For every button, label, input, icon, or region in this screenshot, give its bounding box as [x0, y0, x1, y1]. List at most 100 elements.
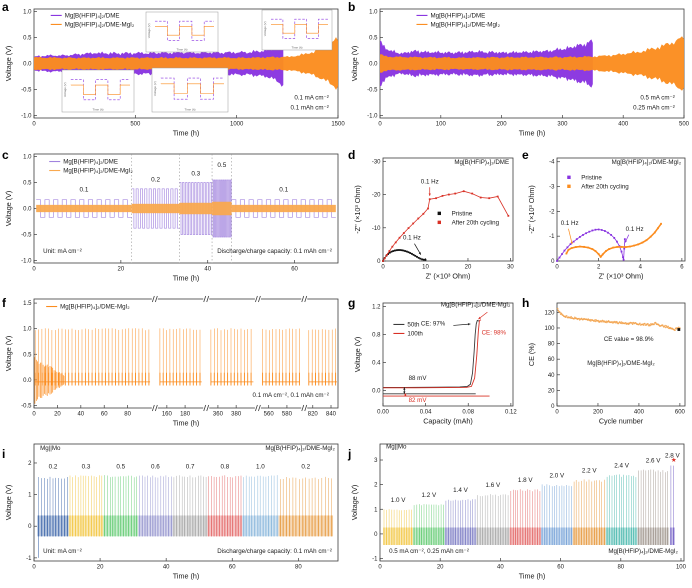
- y-tick-label: 0: [374, 532, 378, 538]
- x-tick-label: 500: [679, 122, 690, 128]
- x-tick-label: 0.00: [377, 410, 389, 416]
- x-tick-label: 20: [118, 267, 125, 273]
- y-tick-label: 2: [28, 461, 32, 467]
- segment-label: 1.6 V: [486, 482, 502, 489]
- segment-label: 0.2: [49, 464, 58, 471]
- annotation: Unit: mA cm⁻²: [43, 248, 82, 255]
- y-tick-label: -3: [549, 185, 555, 191]
- y-tick-label: 0.5: [369, 36, 378, 42]
- x-axis-title: Time (h): [173, 419, 200, 428]
- y-tick-label: -10: [372, 226, 381, 232]
- annotation: Discharge/charge capacity: 0.1 mAh cm⁻²: [217, 548, 332, 555]
- y-tick-label: 0.0: [372, 389, 381, 395]
- x-axis-title: Time (h): [519, 129, 546, 138]
- y-tick-label: -1.0: [21, 258, 32, 264]
- x-tick-label: 40: [77, 412, 84, 418]
- series: 0 20 40 60 80 160 180 360 380 560 580 820 840: [32, 295, 337, 418]
- legend-label: Mg[B(HFIP)₄]₂/DME: [65, 13, 120, 20]
- y-tick-label: 3: [374, 458, 378, 464]
- x-tick-label: 0: [32, 412, 36, 418]
- y-tick-label: 0.0: [23, 207, 32, 213]
- x-tick-label: 20: [97, 565, 104, 571]
- x-axis-title: Z' (×10³ Ohm): [599, 272, 644, 281]
- y-axis-title: Voltage (V): [350, 46, 359, 82]
- series: [34, 37, 338, 90]
- annotation: Discharge/charge capacity: 0.1 mAh cm⁻²: [217, 248, 332, 255]
- y-tick-label: 2: [374, 483, 378, 489]
- segment-label: 1.0 V: [391, 497, 407, 504]
- legend-label: 100th: [407, 331, 423, 338]
- y-axis-title: -Z'' (×10³ Ohm): [527, 185, 536, 233]
- y-tick-label: 1: [374, 507, 378, 513]
- annotations: Mg||Mo 0.5 mA cm⁻², 0.25 mAh cm⁻² Mg[B(HFI…: [386, 444, 678, 555]
- annotation: Mg[B(HFIP)₄]₂/DME-MgI₂: [587, 361, 655, 367]
- x-axis-title: Cycle number: [599, 417, 644, 426]
- y-tick-label: -0.5: [21, 87, 32, 93]
- y-tick-label: -2: [549, 209, 555, 215]
- annotations: Mg||Mo Mg[B(HFIP)₄]₂/DME-MgI₂ Unit: mA cm⁻…: [40, 445, 335, 555]
- axes: 0 20 40 60 -1.0 -0.5 0.0 0.5 1.0 Time (h) Voltage …: [4, 153, 339, 283]
- panel-letter-d: d: [348, 148, 356, 162]
- y-axis-title: Voltage (V): [4, 336, 13, 372]
- y-tick-label: -4: [549, 160, 555, 166]
- segment-label: 0.2: [301, 464, 310, 471]
- annotation: Mg[B(HFIP)₄]₂/DME-MgI₂: [608, 548, 678, 555]
- x-axis-title: Time (h): [173, 129, 200, 138]
- y-tick-label: -1.0: [367, 113, 378, 119]
- rate-label: 0.5: [217, 162, 226, 169]
- y-tick-label: -1: [26, 556, 32, 562]
- x-tick-label: 0: [32, 122, 36, 128]
- panel-f-chart: -0.5 0.0 0.5 1.0 1.5 Time (h) Voltage (V) 0 20 40…: [4, 295, 339, 428]
- inset-voltage-profile: Voltage (V) Time (h): [145, 11, 219, 53]
- x-tick-label: 80: [124, 412, 131, 418]
- y-tick-label: 0.5: [23, 181, 32, 187]
- x-axis-title: Time (h): [519, 572, 546, 581]
- series: 0.1 0.2 0.3 0.5 0.1: [36, 154, 336, 263]
- legend: 50th 100th: [393, 322, 423, 338]
- panel-letter-b: b: [348, 0, 356, 14]
- annotation: Mg[B(HFIP)₄]₂/DME-MgI₂: [441, 302, 511, 309]
- annotation: 0.25 mAh cm⁻²: [633, 104, 675, 111]
- x-tick-label: 1500: [331, 122, 345, 128]
- y-tick-label: 0: [551, 259, 555, 265]
- series: [383, 319, 490, 397]
- legend-label: Pristine: [581, 175, 602, 182]
- y-tick-label: 80: [548, 342, 555, 348]
- panel-e: e 0 2 4 6 0 -1 -2 -3 -4 Z' (×10³ Ohm) -Z'' (×10³ Oh…: [520, 145, 692, 290]
- segment-label: 2.4 V: [614, 462, 630, 469]
- segment-label: 0.3: [82, 464, 91, 471]
- x-tick-label: 2: [597, 265, 601, 271]
- y-tick-label: 0.0: [369, 62, 378, 68]
- legend-label: Mg[B(HFIP)₄]₂/DME-MgI₂: [63, 168, 133, 175]
- legend-label: Mg[B(HFIP)₄]₂/DME-MgI₂: [60, 304, 130, 311]
- panel-c-chart: 0 20 40 60 -1.0 -0.5 0.0 0.5 1.0 Time (h) Voltage …: [4, 153, 339, 283]
- y-tick-label: 0.8: [372, 333, 381, 339]
- segment-label: 0.5: [116, 464, 125, 471]
- y-tick-label: 0.0: [23, 378, 32, 384]
- chart-text: Voltage (V): [153, 81, 157, 96]
- star-marker: ★: [671, 456, 677, 464]
- y-tick-label: 0.5: [23, 36, 32, 42]
- panel-letter-i: i: [2, 447, 6, 461]
- panel-h-chart: 0 200 400 600 0 20 40 60 80 100 120 Cycle number CE …: [527, 302, 686, 426]
- x-tick-label: 80: [617, 565, 624, 571]
- x-tick-label: 0.12: [505, 410, 517, 416]
- chart-text: Time (h): [176, 48, 187, 52]
- legend-marker: [437, 220, 441, 225]
- y-axis-title: Voltage (V): [4, 46, 13, 82]
- x-tick-label: 0.04: [420, 410, 432, 416]
- axes: 0 200 400 600 0 20 40 60 80 100 120 Cycle number CE …: [527, 302, 686, 426]
- panel-letter-h: h: [522, 296, 530, 310]
- panel-letter-e: e: [522, 148, 529, 162]
- legend-label: Mg[B(HFIP)₄]₂/DME: [430, 13, 485, 20]
- legend: Mg[B(HFIP)₄]₂/DME Mg[B(HFIP)₄]₂/DME-MgI₂: [416, 13, 501, 29]
- annotations: 0.1 mA cm⁻² 0.1 mAh cm⁻²: [291, 94, 329, 111]
- annotations: Mg[B(HFIP)₄]₂/DME-MgI₂ CE: 97% CE: 98% 88 m…: [403, 302, 511, 404]
- inset-voltage-profile: Voltage (V) Time (h): [61, 69, 135, 113]
- x-tick-label: 30: [507, 265, 514, 271]
- legend: Pristine After 20th cycling: [437, 211, 500, 227]
- segment-label: 0.7: [186, 464, 195, 471]
- y-axis-title: CE (%): [527, 343, 536, 366]
- x-tick-label: 60: [291, 267, 298, 273]
